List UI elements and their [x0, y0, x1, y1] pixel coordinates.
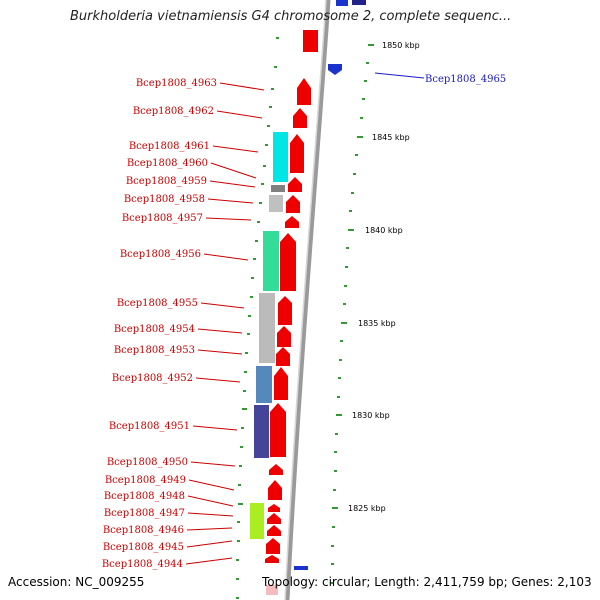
accession-label: Accession: NC_009255: [8, 575, 145, 589]
gene-label-4946[interactable]: Bcep1808_4946: [103, 525, 184, 536]
scale-label-1835: 1835 kbp: [358, 319, 396, 328]
minor-ticks-left: [236, 37, 279, 599]
cog-block: [250, 503, 264, 539]
cog-block: [352, 0, 366, 5]
gene-label-4963[interactable]: Bcep1808_4963: [136, 78, 217, 89]
gene-label-4958[interactable]: Bcep1808_4958: [124, 194, 205, 205]
forward-gene-4958[interactable]: [286, 195, 300, 213]
gene-label-4960[interactable]: Bcep1808_4960: [127, 158, 208, 169]
forward-gene[interactable]: [303, 30, 318, 52]
gene-label-4954[interactable]: Bcep1808_4954: [114, 324, 195, 335]
scale-label-1825: 1825 kbp: [348, 504, 386, 513]
forward-gene-4962[interactable]: [293, 108, 307, 128]
forward-gene-4955[interactable]: [278, 296, 292, 325]
forward-gene-4959[interactable]: [288, 177, 302, 192]
gene-label-4956[interactable]: Bcep1808_4956: [120, 249, 201, 260]
gene-label-4965[interactable]: Bcep1808_4965: [425, 74, 506, 85]
forward-gene-4953[interactable]: [276, 347, 290, 366]
forward-gene-4963[interactable]: [297, 78, 311, 105]
faded-gene: [266, 585, 278, 595]
forward-gene-4945[interactable]: [266, 538, 280, 554]
gene-label-4961[interactable]: Bcep1808_4961: [129, 141, 210, 152]
forward-gene-4952[interactable]: [274, 367, 288, 400]
forward-gene-4954[interactable]: [277, 326, 291, 347]
gene-leader-line-4965: [374, 72, 425, 79]
cog-block: [269, 195, 283, 212]
forward-gene-4950[interactable]: [269, 464, 283, 475]
forward-gene-4949[interactable]: [268, 480, 282, 500]
gene-leader-lines: [185, 82, 265, 565]
forward-gene-4951[interactable]: [270, 403, 286, 457]
topology-label: Topology: circular; Length: 2,411,759 bp…: [262, 575, 592, 589]
reverse-gene-block[interactable]: [336, 0, 348, 6]
cog-block: [259, 293, 275, 363]
gene-label-4952[interactable]: Bcep1808_4952: [112, 373, 193, 384]
backbone-line: [284, 0, 331, 600]
cog-block: [256, 366, 272, 403]
forward-gene-4957[interactable]: [285, 216, 299, 228]
gene-label-4955[interactable]: Bcep1808_4955: [117, 298, 198, 309]
gene-label-4944[interactable]: Bcep1808_4944: [102, 559, 183, 570]
backbone-highlight: [284, 0, 327, 600]
gene-label-4953[interactable]: Bcep1808_4953: [114, 345, 195, 356]
forward-gene-4946[interactable]: [267, 525, 281, 536]
gene-label-4951[interactable]: Bcep1808_4951: [109, 421, 190, 432]
gene-label-4945[interactable]: Bcep1808_4945: [103, 542, 184, 553]
gene-label-4949[interactable]: Bcep1808_4949: [105, 475, 186, 486]
scale-label-1845: 1845 kbp: [372, 133, 410, 142]
cog-block: [254, 405, 269, 458]
reverse-gene-block[interactable]: [294, 566, 308, 570]
gene-label-4948[interactable]: Bcep1808_4948: [104, 491, 185, 502]
scale-label-1840: 1840 kbp: [365, 226, 403, 235]
cog-block: [271, 185, 285, 192]
map-title: Burkholderia vietnamiensis G4 chromosome…: [70, 9, 512, 24]
forward-gene-4947[interactable]: [267, 513, 281, 524]
gene-label-4962[interactable]: Bcep1808_4962: [133, 106, 214, 117]
forward-gene-4961[interactable]: [290, 134, 304, 173]
gene-label-4947[interactable]: Bcep1808_4947: [104, 508, 185, 519]
forward-gene-4944[interactable]: [265, 555, 279, 563]
forward-gene-4956[interactable]: [280, 233, 296, 291]
gene-label-4957[interactable]: Bcep1808_4957: [122, 213, 203, 224]
gene-label-4959[interactable]: Bcep1808_4959: [126, 176, 207, 187]
scale-label-1850: 1850 kbp: [382, 41, 420, 50]
gene-label-4950[interactable]: Bcep1808_4950: [107, 457, 188, 468]
reverse-gene-4965[interactable]: [328, 64, 342, 75]
forward-gene-4948[interactable]: [268, 504, 280, 512]
minor-ticks-right: [330, 44, 374, 584]
cog-block: [273, 132, 288, 182]
cog-block: [263, 231, 279, 291]
scale-label-1830: 1830 kbp: [352, 411, 390, 420]
